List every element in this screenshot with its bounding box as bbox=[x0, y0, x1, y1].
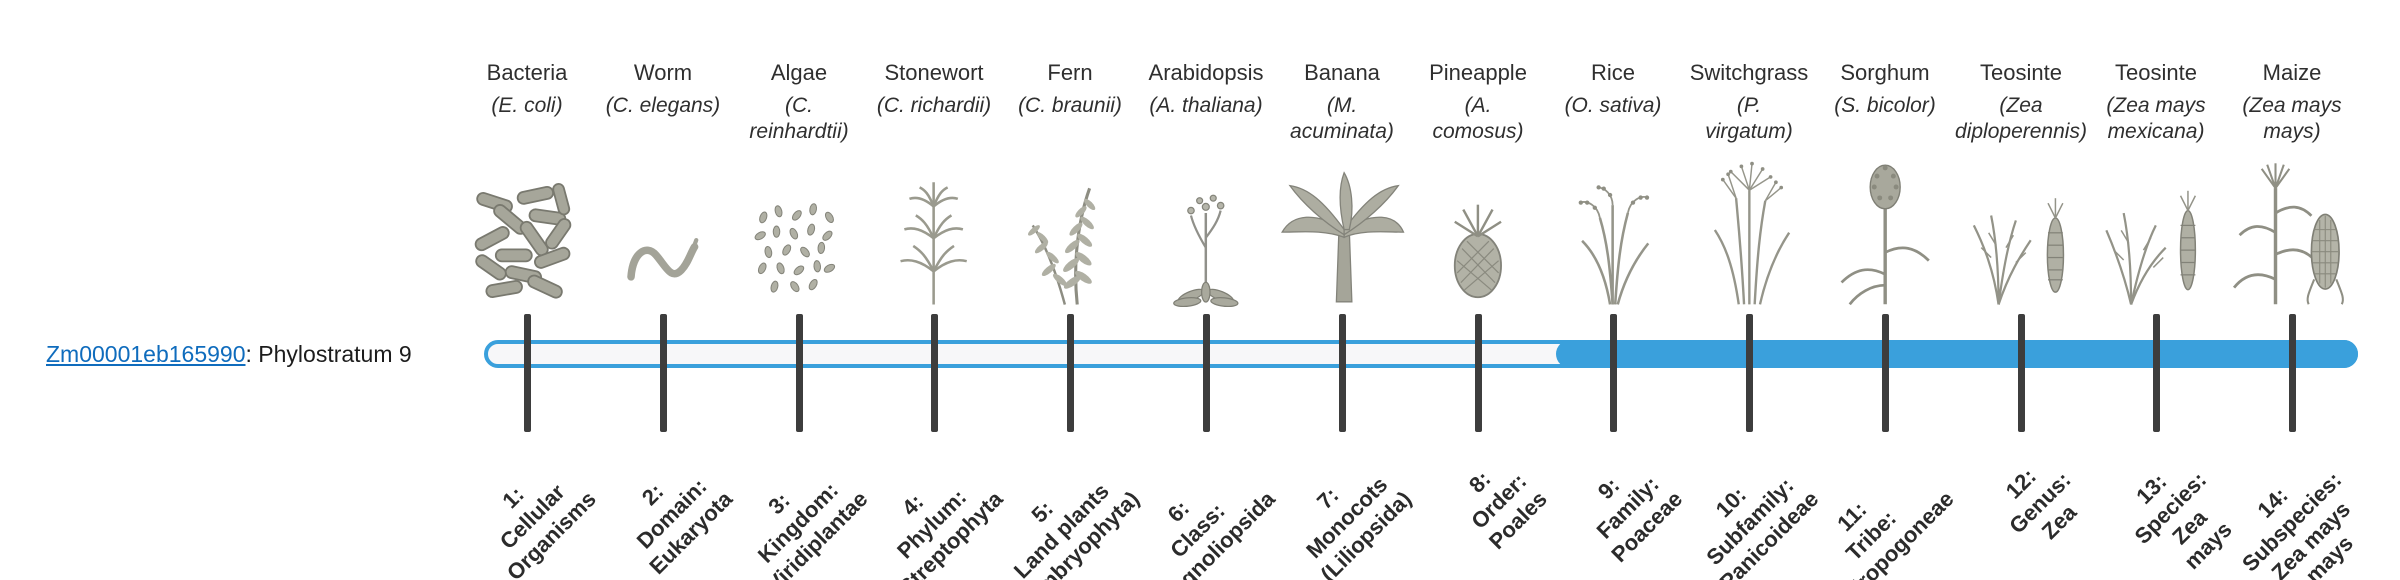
pineapple-icon bbox=[1453, 203, 1503, 299]
stonewort-icon bbox=[899, 181, 969, 307]
stratum-tick-4 bbox=[930, 314, 938, 432]
organism-illustration bbox=[992, 149, 1148, 307]
organism-scientific-name: (Zea diploperennis) bbox=[1955, 94, 2087, 143]
stratum-tick-11 bbox=[1881, 314, 1889, 432]
organism-common-name: Pineapple bbox=[1429, 60, 1527, 85]
column-pineapple: Pineapple (A. comosus) bbox=[1400, 60, 1556, 307]
organism-scientific-name: (C. braunii) bbox=[1018, 94, 1122, 118]
organism-common-name: Maize bbox=[2262, 60, 2322, 85]
stratum-label-3: 3: Kingdom: Viridiplantae bbox=[753, 477, 873, 580]
column-maize: Maize (Zea mays mays) bbox=[2214, 60, 2370, 307]
stratum-label-1: 1: Cellular Organisms bbox=[494, 479, 601, 580]
organism-common-name: Bacteria bbox=[486, 60, 568, 85]
organism-common-name: Arabidopsis bbox=[1148, 60, 1264, 85]
organism-scientific-name: (Zea mays mexicana) bbox=[2106, 94, 2206, 143]
organism-scientific-name: (M. acuminata) bbox=[1290, 94, 1394, 143]
stratum-tick-12 bbox=[2017, 314, 2025, 432]
column-sorghum: Sorghum (S. bicolor) bbox=[1807, 60, 1963, 307]
fern-icon bbox=[1025, 187, 1099, 307]
organism-scientific-name: (A. comosus) bbox=[1432, 94, 1524, 143]
phylostratum-highlight-bar bbox=[1556, 340, 2358, 368]
organism-illustration bbox=[856, 149, 1012, 307]
stratum-tick-7 bbox=[1338, 314, 1346, 432]
column-teosinte-mexicana: Teosinte (Zea mays mexicana) bbox=[2078, 60, 2234, 307]
sorghum-icon bbox=[1839, 163, 1931, 307]
column-switchgrass: Switchgrass (P. virgatum) bbox=[1671, 60, 1827, 307]
stratum-tick-6 bbox=[1202, 314, 1210, 432]
stratum-label-8: 8: Order: Poales bbox=[1464, 466, 1552, 554]
teosinte-icon bbox=[1972, 197, 2065, 307]
organism-illustration bbox=[1943, 149, 2099, 307]
organism-illustration bbox=[1400, 149, 1556, 307]
column-fern: Fern (C. braunii) bbox=[992, 60, 1148, 307]
gene-phylostratum-text: : Phylostratum 9 bbox=[245, 341, 412, 367]
organism-scientific-name: (E. coli) bbox=[491, 94, 563, 118]
stratum-tick-5 bbox=[1066, 314, 1074, 432]
stratum-label-13: 13: Species: Zea mays bbox=[2128, 466, 2237, 575]
stratum-tick-9 bbox=[1609, 314, 1617, 432]
organism-scientific-name: (Zea mays mays) bbox=[2242, 94, 2342, 143]
algae-icon bbox=[753, 203, 837, 294]
organism-scientific-name: (C. richardii) bbox=[876, 94, 992, 118]
switchgrass-icon bbox=[1713, 161, 1791, 306]
maize-icon bbox=[2232, 161, 2345, 307]
organism-scientific-name: (P. virgatum) bbox=[1705, 94, 1793, 143]
organism-illustration bbox=[1128, 149, 1284, 308]
organism-illustration bbox=[721, 149, 877, 307]
banana-icon bbox=[1281, 172, 1405, 303]
organism-common-name: Teosinte bbox=[2115, 60, 2197, 85]
organism-illustration bbox=[1264, 149, 1420, 307]
stratum-label-7: 7: Monocots (Liliopsida) bbox=[1300, 471, 1416, 580]
bacteria-icon bbox=[472, 182, 574, 301]
stratum-tick-8 bbox=[1474, 314, 1482, 432]
stratum-label-9: 9: Family: Poaceae bbox=[1591, 471, 1687, 567]
organism-common-name: Rice bbox=[1590, 60, 1635, 85]
column-worm: Worm (C. elegans) bbox=[585, 60, 741, 307]
column-bacteria: Bacteria (E. coli) bbox=[449, 60, 605, 307]
organism-scientific-name: (A. thaliana) bbox=[1149, 94, 1263, 118]
column-algae: Algae (C. reinhardtii) bbox=[721, 60, 877, 307]
organism-illustration bbox=[1535, 149, 1691, 307]
organism-common-name: Stonewort bbox=[884, 60, 984, 85]
rice-icon bbox=[1577, 184, 1651, 307]
organism-common-name: Teosinte bbox=[1980, 60, 2062, 85]
organism-common-name: Banana bbox=[1304, 60, 1380, 85]
organism-common-name: Switchgrass bbox=[1689, 60, 1809, 85]
organism-illustration bbox=[1807, 149, 1963, 307]
organism-illustration bbox=[449, 149, 605, 307]
gene-label: Zm00001eb165990: Phylostratum 9 bbox=[46, 341, 412, 368]
organism-scientific-name: (O. sativa) bbox=[1564, 94, 1662, 118]
organism-scientific-name: (C. reinhardtii) bbox=[749, 94, 849, 143]
stratum-tick-14 bbox=[2288, 314, 2296, 432]
organism-common-name: Sorghum bbox=[1840, 60, 1930, 85]
organism-scientific-name: (C. elegans) bbox=[605, 94, 721, 118]
stratum-label-2: 2: Domain: Eukaryota bbox=[631, 473, 737, 579]
stratum-tick-13 bbox=[2152, 314, 2160, 432]
column-teosinte-diploperennis: Teosinte (Zea diploperennis) bbox=[1943, 60, 2099, 307]
stratum-tick-1 bbox=[523, 314, 531, 432]
organism-illustration bbox=[2078, 149, 2234, 307]
column-rice: Rice (O. sativa) bbox=[1535, 60, 1691, 307]
stratum-label-14: 14: Subspecies: Zea mays mays bbox=[2237, 466, 2359, 580]
stratum-tick-2 bbox=[659, 314, 667, 432]
organism-common-name: Fern bbox=[1047, 60, 1093, 85]
stratum-tick-10 bbox=[1745, 314, 1753, 432]
teosinte2-icon bbox=[2105, 190, 2197, 307]
organism-common-name: Algae bbox=[770, 60, 828, 85]
stratum-label-12: 12: Genus: Zea bbox=[2000, 463, 2082, 544]
organism-scientific-name: (S. bicolor) bbox=[1834, 94, 1936, 118]
gene-id-link[interactable]: Zm00001eb165990 bbox=[46, 341, 246, 367]
stratum-label-6: 6: Class: Magnoliopsida bbox=[1153, 485, 1280, 580]
organism-illustration bbox=[585, 149, 741, 307]
column-banana: Banana (M. acuminata) bbox=[1264, 60, 1420, 307]
column-arabidopsis: Arabidopsis (A. thaliana) bbox=[1128, 60, 1284, 308]
organism-illustration bbox=[1671, 149, 1827, 307]
worm-icon bbox=[621, 215, 705, 307]
stratum-tick-3 bbox=[795, 314, 803, 432]
organism-illustration bbox=[2214, 149, 2370, 307]
column-stonewort: Stonewort (C. richardii) bbox=[856, 60, 1012, 307]
organism-common-name: Worm bbox=[633, 60, 693, 85]
arabidopsis-icon bbox=[1172, 194, 1240, 308]
